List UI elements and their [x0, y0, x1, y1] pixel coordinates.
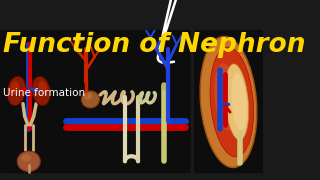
Ellipse shape	[214, 63, 238, 131]
Ellipse shape	[32, 76, 50, 106]
Ellipse shape	[81, 91, 100, 108]
FancyBboxPatch shape	[58, 30, 191, 173]
Ellipse shape	[7, 76, 26, 106]
Ellipse shape	[84, 93, 92, 99]
Ellipse shape	[231, 73, 247, 131]
Ellipse shape	[38, 81, 47, 94]
Text: Urine formation: Urine formation	[3, 88, 85, 98]
Ellipse shape	[17, 151, 40, 172]
Ellipse shape	[11, 81, 19, 94]
Text: Function of Nephron: Function of Nephron	[3, 32, 305, 58]
Ellipse shape	[225, 64, 249, 140]
Ellipse shape	[200, 36, 257, 168]
FancyBboxPatch shape	[0, 30, 59, 173]
FancyBboxPatch shape	[194, 30, 263, 173]
Ellipse shape	[210, 47, 253, 157]
Ellipse shape	[21, 154, 31, 162]
